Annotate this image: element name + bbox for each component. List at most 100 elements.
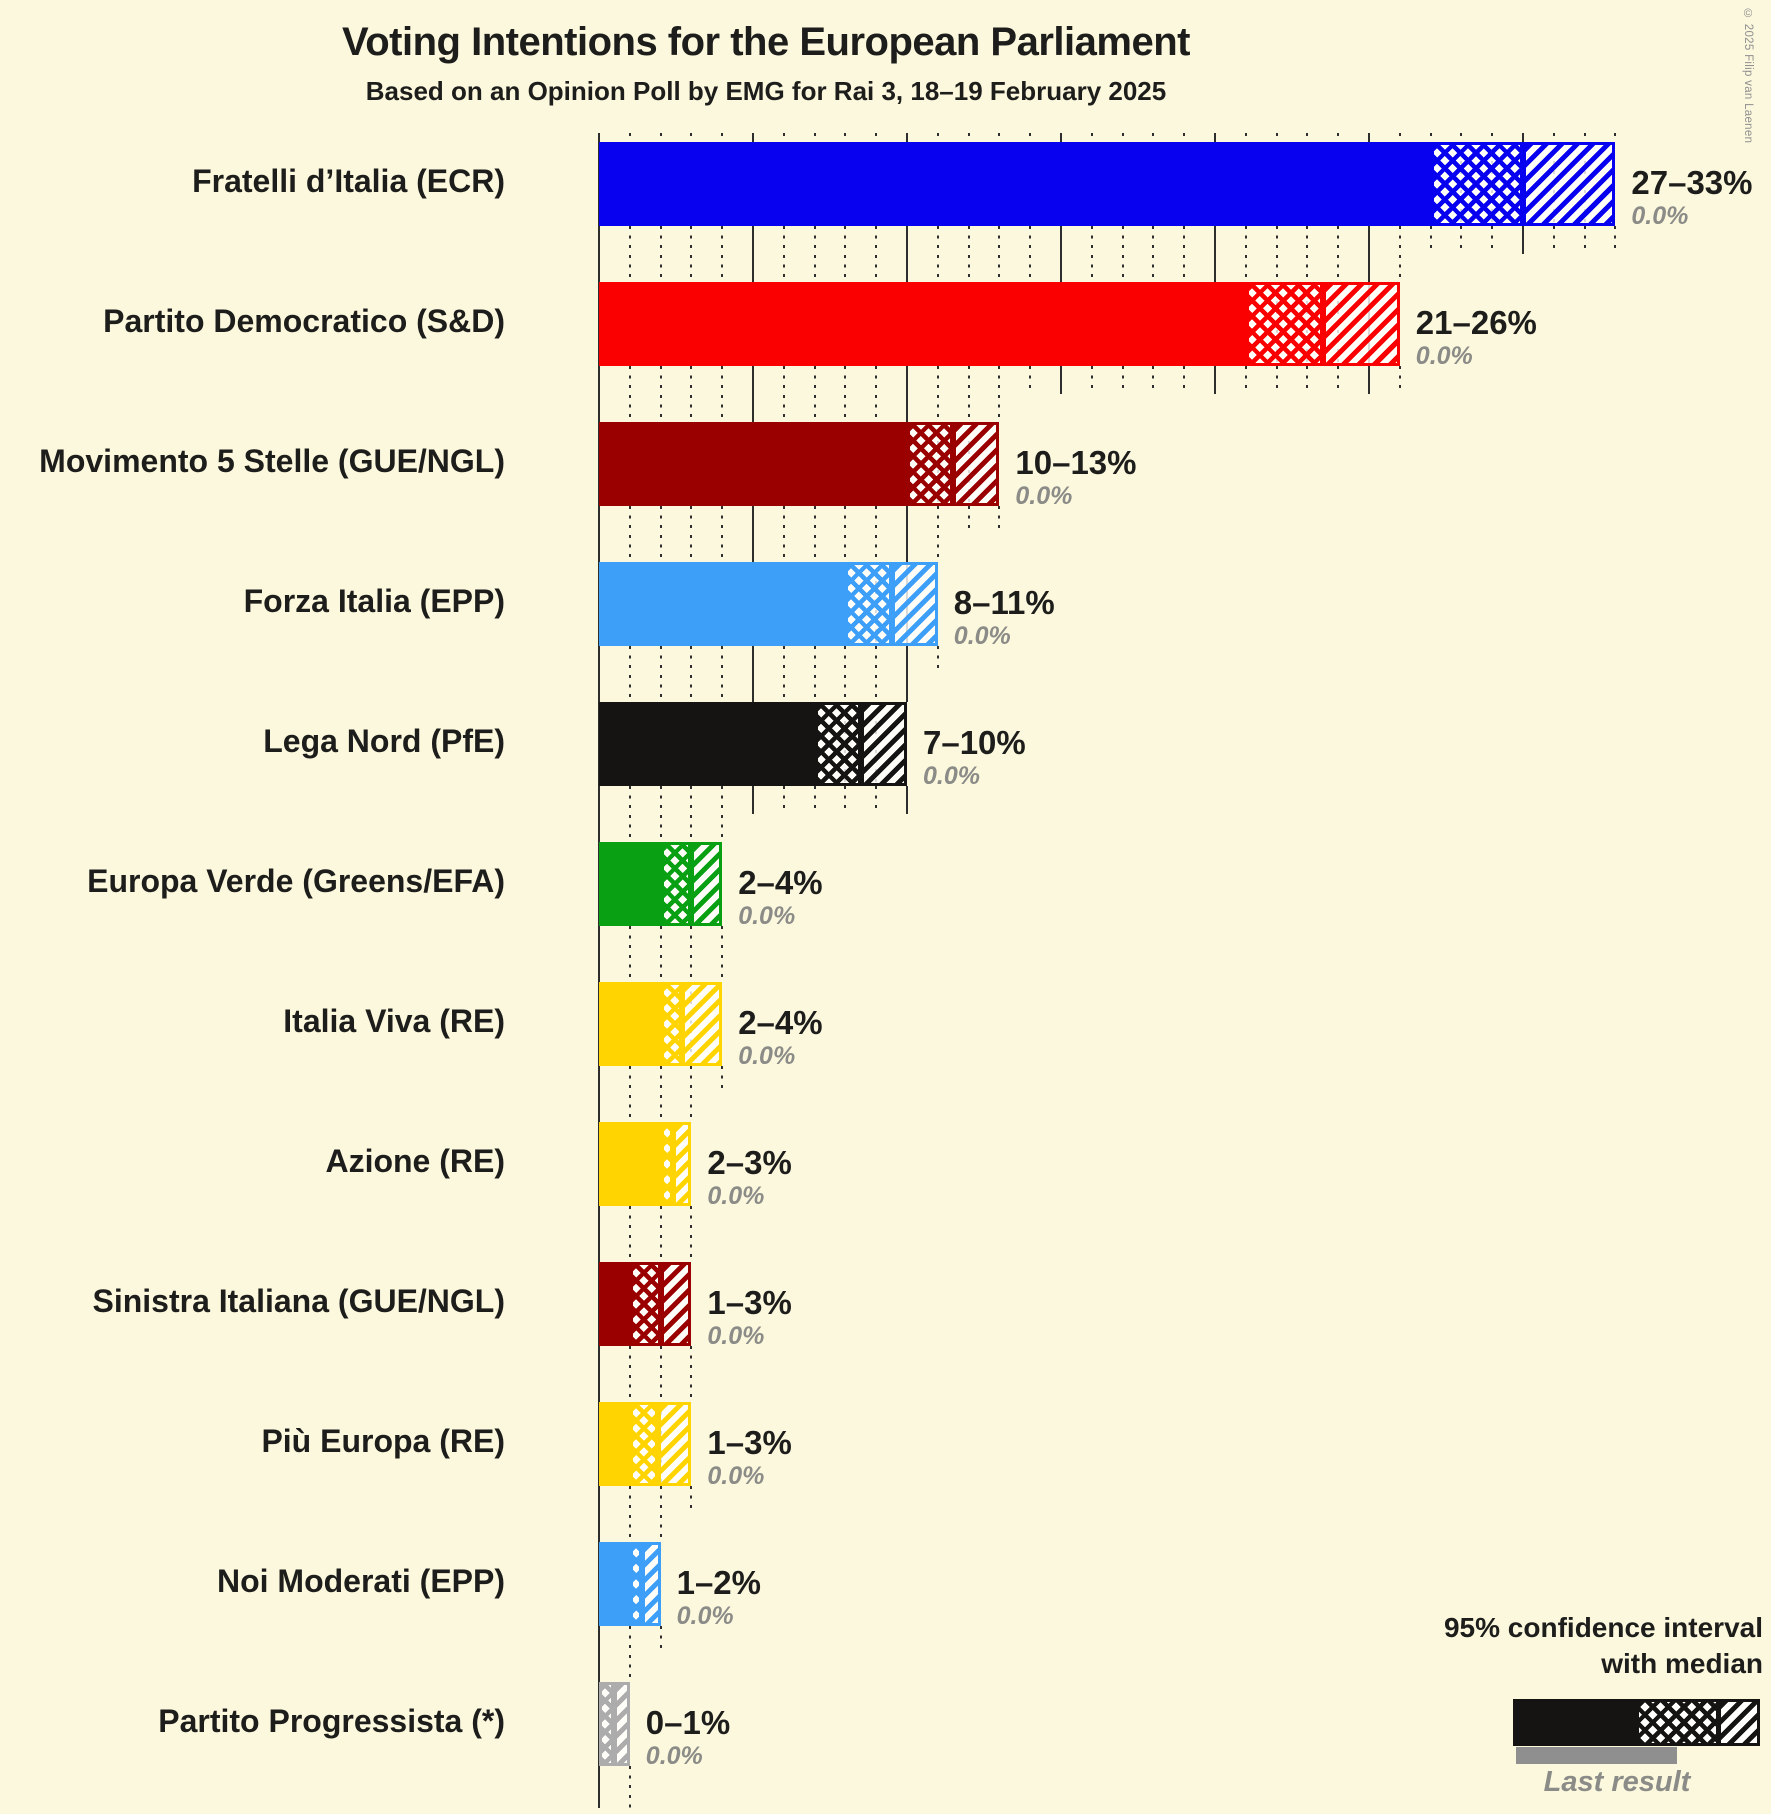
bar-diagonal-segment	[691, 842, 723, 926]
minor-gridline	[998, 133, 1001, 142]
last-result-label: 0.0%	[645, 1742, 703, 1770]
minor-gridline	[1029, 226, 1032, 282]
legend-last-result-label: Last result	[1543, 1766, 1691, 1798]
major-gridline	[906, 506, 908, 562]
minor-gridline	[1337, 133, 1340, 142]
major-gridline	[1522, 133, 1524, 142]
minor-gridline	[721, 926, 724, 982]
bar-diagonal-segment	[682, 982, 723, 1066]
minor-gridline	[813, 506, 816, 562]
legend-sample-bar	[1513, 1699, 1760, 1746]
minor-gridline	[628, 1486, 631, 1542]
last-result-label: 0.0%	[1631, 202, 1689, 230]
minor-gridline	[1491, 226, 1494, 254]
minor-gridline	[967, 133, 970, 142]
ci-range-label: 0–1%	[645, 1704, 731, 1741]
major-gridline	[1368, 133, 1370, 142]
bar-solid-segment	[599, 842, 662, 926]
minor-gridline	[628, 133, 631, 142]
minor-gridline	[628, 1626, 631, 1682]
minor-gridline	[1306, 226, 1309, 282]
minor-gridline	[721, 1066, 724, 1094]
minor-gridline	[813, 366, 816, 422]
minor-gridline	[782, 786, 785, 814]
minor-gridline	[628, 786, 631, 842]
minor-gridline	[936, 226, 939, 282]
bar-solid-segment	[599, 1262, 631, 1346]
minor-gridline	[690, 1206, 693, 1262]
party-label: Sinistra Italiana (GUE/NGL)	[92, 1283, 505, 1319]
bar-diagonal-segment	[860, 702, 907, 786]
bar-diagonal-segment	[1523, 142, 1616, 226]
minor-gridline	[998, 226, 1001, 282]
minor-gridline	[1244, 133, 1247, 142]
major-gridline	[1060, 133, 1062, 142]
minor-gridline	[659, 1626, 662, 1654]
major-gridline	[752, 786, 754, 814]
bar-diagonal-segment	[657, 1402, 692, 1486]
minor-gridline	[1398, 366, 1401, 394]
minor-gridline	[628, 1346, 631, 1402]
party-label: Azione (RE)	[325, 1143, 505, 1179]
minor-gridline	[1460, 133, 1463, 142]
minor-gridline	[659, 506, 662, 562]
last-result-label: 0.0%	[1415, 342, 1473, 370]
minor-gridline	[813, 646, 816, 702]
last-result-label: 0.0%	[707, 1182, 765, 1210]
major-gridline	[752, 226, 754, 282]
party-label: Più Europa (RE)	[261, 1423, 505, 1459]
bar-diagonal-segment	[953, 422, 1000, 506]
minor-gridline	[813, 786, 816, 814]
legend-solid-segment	[1513, 1699, 1637, 1746]
minor-gridline	[875, 506, 878, 562]
bar-solid-segment	[599, 142, 1432, 226]
minor-gridline	[721, 366, 724, 422]
minor-gridline	[782, 366, 785, 422]
legend-title-line2: with median	[1601, 1648, 1763, 1679]
minor-gridline	[844, 506, 847, 562]
minor-gridline	[844, 646, 847, 702]
y-axis-line	[598, 133, 600, 1808]
major-gridline	[752, 646, 754, 702]
minor-gridline	[659, 1206, 662, 1262]
minor-gridline	[844, 366, 847, 422]
major-gridline	[1522, 226, 1524, 254]
legend-diagonal-segment	[1718, 1699, 1760, 1746]
minor-gridline	[721, 226, 724, 282]
minor-gridline	[875, 226, 878, 282]
ci-range-label: 1–2%	[676, 1564, 761, 1601]
party-label: Fratelli d’Italia (ECR)	[192, 163, 505, 199]
minor-gridline	[782, 646, 785, 702]
minor-gridline	[1275, 366, 1278, 394]
minor-gridline	[628, 366, 631, 422]
bar-solid-segment	[599, 1542, 631, 1626]
party-label: Lega Nord (PfE)	[263, 723, 505, 759]
minor-gridline	[1152, 366, 1155, 394]
party-label: Italia Viva (RE)	[283, 1003, 505, 1039]
bar-crosshatch-segment	[814, 702, 861, 786]
copyright-note: © 2025 Filip van Laenen	[1742, 8, 1754, 144]
party-label: Europa Verde (Greens/EFA)	[87, 863, 505, 899]
major-gridline	[752, 133, 754, 142]
minor-gridline	[690, 1346, 693, 1402]
last-result-label: 0.0%	[738, 1042, 796, 1070]
party-label: Forza Italia (EPP)	[243, 583, 505, 619]
minor-gridline	[782, 226, 785, 282]
bar-solid-segment	[599, 1122, 662, 1206]
minor-gridline	[659, 226, 662, 282]
minor-gridline	[1491, 133, 1494, 142]
minor-gridline	[1183, 366, 1186, 394]
minor-gridline	[1552, 226, 1555, 254]
minor-gridline	[1244, 366, 1247, 394]
minor-gridline	[721, 506, 724, 562]
major-gridline	[1214, 366, 1216, 394]
minor-gridline	[659, 646, 662, 702]
minor-gridline	[1337, 366, 1340, 394]
minor-gridline	[1121, 226, 1124, 282]
minor-gridline	[1152, 133, 1155, 142]
minor-gridline	[1029, 366, 1032, 394]
bar-crosshatch-segment	[629, 1262, 661, 1346]
bar-diagonal-segment	[672, 1122, 692, 1206]
bar-solid-segment	[599, 282, 1247, 366]
bar-solid-segment	[599, 422, 908, 506]
